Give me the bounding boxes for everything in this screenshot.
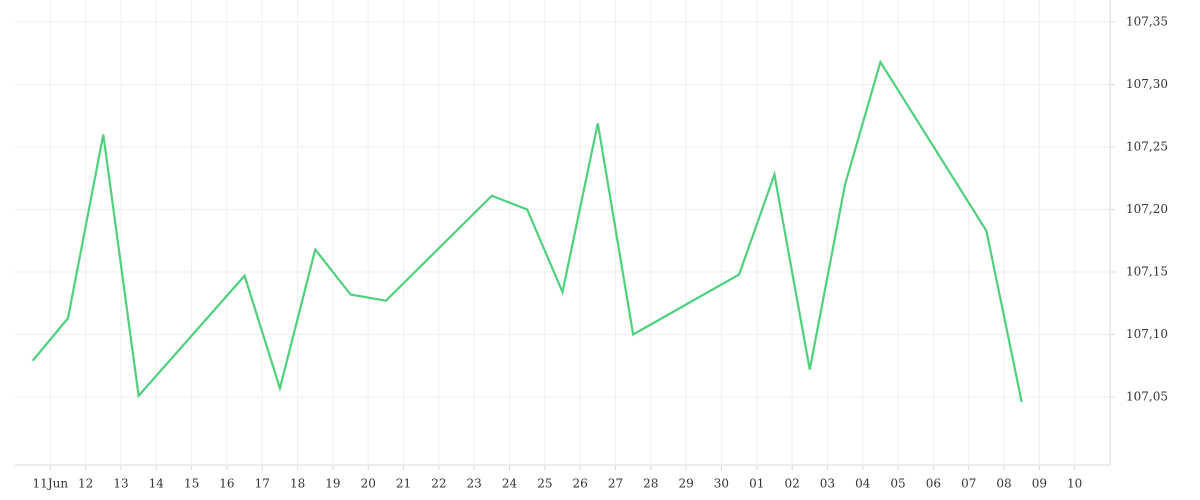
x-tick-label: 08 xyxy=(996,477,1011,491)
x-tick-label: 14 xyxy=(149,477,165,491)
y-tick-label: 107,25 xyxy=(1126,140,1168,154)
line-series xyxy=(31,59,1023,403)
y-tick-label: 107,20 xyxy=(1126,202,1168,216)
x-tick-label: 19 xyxy=(325,477,340,491)
x-tick-label: 12 xyxy=(78,477,93,491)
x-tick-label: 24 xyxy=(502,477,518,491)
x-tick-label: 05 xyxy=(890,477,905,491)
x-tick-label: 23 xyxy=(467,477,482,491)
x-tick-label: 13 xyxy=(113,477,128,491)
x-tick-label: 29 xyxy=(678,477,693,491)
y-tick-label: 107,30 xyxy=(1126,77,1168,91)
y-tick-label: 107,15 xyxy=(1126,265,1168,279)
x-tick-label: 02 xyxy=(784,477,799,491)
x-tick-label: 03 xyxy=(820,477,835,491)
x-tick-label: 27 xyxy=(608,477,623,491)
x-tick-label: 22 xyxy=(431,477,446,491)
x-tick-label: 26 xyxy=(573,477,588,491)
x-tick-label: 20 xyxy=(361,477,376,491)
y-tick-label: 107,05 xyxy=(1126,390,1168,404)
x-tick-label: 18 xyxy=(290,477,305,491)
x-tick-label: 15 xyxy=(184,477,199,491)
x-tick-label: 16 xyxy=(219,477,234,491)
x-tick-label: 17 xyxy=(255,477,270,491)
x-tick-label: 25 xyxy=(537,477,552,491)
x-tick-label: 01 xyxy=(749,477,764,491)
x-tick-label: 21 xyxy=(396,477,411,491)
x-tick-label: 28 xyxy=(643,477,658,491)
x-tick-label: 11Jun xyxy=(33,477,69,491)
x-tick-label: 10 xyxy=(1067,477,1082,491)
x-tick-label: 09 xyxy=(1032,477,1047,491)
x-tick-label: 30 xyxy=(714,477,729,491)
x-tick-label: 04 xyxy=(855,477,871,491)
x-tick-label: 06 xyxy=(926,477,941,491)
x-tick-label: 07 xyxy=(961,477,976,491)
y-tick-label: 107,35 xyxy=(1126,15,1168,29)
y-tick-label: 107,10 xyxy=(1126,327,1168,341)
